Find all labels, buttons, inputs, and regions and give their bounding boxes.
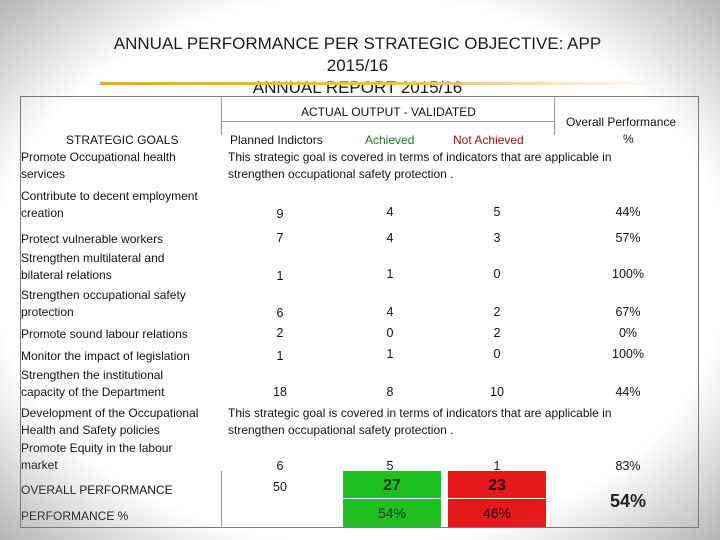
not-achieved-value: 5: [493, 205, 501, 219]
achieved-pct: 54%: [377, 505, 407, 521]
goal-label-cont: bilateral relations: [21, 268, 112, 282]
goal-label: Strengthen the institutional: [21, 368, 164, 382]
overall-value: 100%: [612, 347, 644, 361]
goal-label: Strengthen multilateral and: [21, 251, 165, 265]
goal-label-cont: market: [21, 458, 58, 472]
row-note: This strategic goal is covered in terms …: [228, 405, 612, 439]
goal-label: Promote Occupational health: [21, 150, 176, 164]
note-line: strengthen occupational safety protectio…: [228, 423, 454, 437]
goal-label: Protect vulnerable workers: [21, 232, 164, 246]
achieved-value: 0: [386, 326, 394, 340]
goal-label-cont: capacity of the Department: [21, 385, 165, 399]
total-achieved: 27: [383, 477, 401, 494]
goal-label: Promote sound labour relations: [21, 327, 188, 341]
not-achieved-value: 2: [493, 305, 501, 319]
goal-label-cont: Health and Safety policies: [21, 423, 160, 437]
header-actual-output: ACTUAL OUTPUT - VALIDATED: [301, 105, 476, 119]
not-achieved-pct: 46%: [482, 505, 512, 521]
overall-performance-pct: 54%: [609, 491, 647, 511]
goal-label: Monitor the impact of legislation: [21, 349, 190, 363]
planned-value: 7: [276, 231, 284, 245]
achieved-value: 1: [386, 347, 394, 361]
not-achieved-value: 0: [493, 267, 501, 281]
not-achieved-value: 0: [493, 347, 501, 361]
header-divider-overall: [554, 97, 555, 135]
note-line: This strategic goal is covered in terms …: [228, 150, 612, 164]
overall-value: 67%: [615, 305, 641, 319]
planned-value: 1: [276, 269, 284, 283]
header-overall-unit: %: [623, 132, 634, 146]
performance-table: ACTUAL OUTPUT - VALIDATED Overall Perfor…: [20, 96, 699, 528]
goal-label-cont: services: [21, 167, 66, 181]
achieved-value: 8: [386, 385, 394, 399]
table-row: Monitor the impact of legislation: [21, 348, 221, 365]
slide-title: ANNUAL PERFORMANCE PER STRATEGIC OBJECTI…: [100, 25, 615, 97]
overall-performance-label: OVERALL PERFORMANCE: [21, 483, 173, 497]
title-underline-bar: [100, 82, 660, 85]
table-row: Strengthen multilateral and bilateral re…: [21, 250, 221, 284]
overall-value: 44%: [615, 205, 641, 219]
header-planned: Planned Indictors: [230, 133, 323, 147]
header-underline: [221, 121, 554, 122]
totals-divider: [221, 471, 222, 527]
total-planned: 50: [273, 480, 287, 494]
not-achieved-value: 10: [490, 385, 504, 399]
goal-label-cont: creation: [21, 206, 64, 220]
highlight-separator: [343, 498, 546, 499]
header-achieved: Achieved: [365, 133, 415, 147]
achieved-value: 1: [386, 267, 394, 281]
title-line-1: ANNUAL PERFORMANCE PER STRATEGIC OBJECTI…: [113, 34, 602, 75]
table-row: Strengthen occupational safety protectio…: [21, 287, 221, 321]
header-not-achieved: Not Achieved: [453, 133, 524, 147]
table-row: Promote Occupational health services: [21, 149, 221, 183]
goal-label: Promote Equity in the labour: [21, 441, 173, 455]
table-row: Contribute to decent employment creation: [21, 188, 221, 222]
table-row: Protect vulnerable workers: [21, 231, 221, 248]
achieved-value: 4: [386, 205, 394, 219]
performance-pct-label: PERFORMANCE %: [21, 509, 129, 523]
achieved-value: 4: [386, 231, 394, 245]
goal-label: Development of the Occupational: [21, 406, 199, 420]
overall-value: 0%: [618, 326, 638, 340]
not-achieved-value: 3: [493, 231, 501, 245]
header-divider-goals: [221, 97, 222, 135]
not-achieved-value: 2: [493, 326, 501, 340]
table-row: Promote sound labour relations: [21, 326, 221, 343]
planned-value: 2: [276, 326, 284, 340]
planned-value: 6: [276, 306, 284, 320]
overall-value: 100%: [612, 267, 644, 281]
header-strategic-goals: STRATEGIC GOALS: [66, 133, 179, 147]
planned-value: 6: [276, 459, 284, 473]
row-note: This strategic goal is covered in terms …: [228, 149, 612, 183]
table-row: Promote Equity in the labour market: [21, 440, 221, 474]
header-overall-performance: Overall Performance: [566, 115, 677, 129]
table-row: Strengthen the institutional capacity of…: [21, 367, 221, 401]
overall-value: 57%: [615, 231, 641, 245]
overall-value: 44%: [615, 385, 641, 399]
planned-value: 18: [273, 385, 287, 399]
note-line: This strategic goal is covered in terms …: [228, 406, 612, 420]
overall-value: 83%: [615, 459, 641, 473]
planned-value: 1: [276, 349, 284, 363]
note-line: strengthen occupational safety protectio…: [228, 167, 454, 181]
table-row: Development of the Occupational Health a…: [21, 405, 221, 439]
goal-label: Strengthen occupational safety: [21, 288, 186, 302]
planned-value: 9: [276, 207, 284, 221]
achieved-value: 4: [386, 305, 394, 319]
goal-label-cont: protection: [21, 305, 74, 319]
goal-label: Contribute to decent employment: [21, 189, 198, 203]
total-not-achieved: 23: [488, 477, 506, 494]
